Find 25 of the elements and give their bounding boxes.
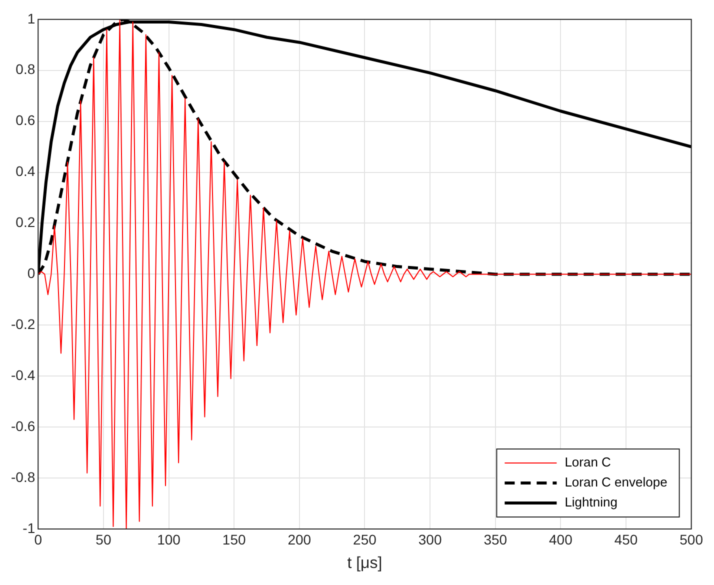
x-tick-label: 450 [614, 531, 638, 548]
legend-label: Loran C [564, 454, 611, 470]
y-tick-label: -0.6 [11, 418, 36, 434]
x-tick-label: 150 [222, 531, 246, 548]
y-tick-label: 0.4 [16, 163, 36, 180]
x-tick-label: 500 [680, 531, 704, 548]
x-tick-label: 300 [418, 531, 442, 548]
y-tick-label: 0.8 [16, 61, 36, 78]
legend-label: Loran C envelope [564, 474, 668, 490]
y-tick-label: 0.2 [16, 214, 36, 230]
x-tick-label: 50 [96, 531, 112, 548]
y-tick-label: -0.8 [11, 468, 36, 485]
x-tick-label: 250 [353, 531, 377, 548]
x-axis-title: t [μs] [347, 554, 382, 572]
y-tick-label: 1 [27, 10, 36, 26]
x-tick-label: 200 [288, 531, 312, 548]
y-tick-label: -1 [22, 520, 36, 536]
x-tick-label: 350 [484, 531, 508, 548]
x-tick-label: 100 [157, 531, 181, 548]
y-tick-label: 0.6 [16, 112, 36, 128]
x-tick-label: 400 [549, 531, 573, 548]
y-tick-label: -0.2 [11, 316, 36, 332]
y-tick-label: 0 [27, 265, 36, 282]
legend-label: Lightning [564, 494, 618, 510]
y-tick-label: -0.4 [11, 366, 36, 383]
